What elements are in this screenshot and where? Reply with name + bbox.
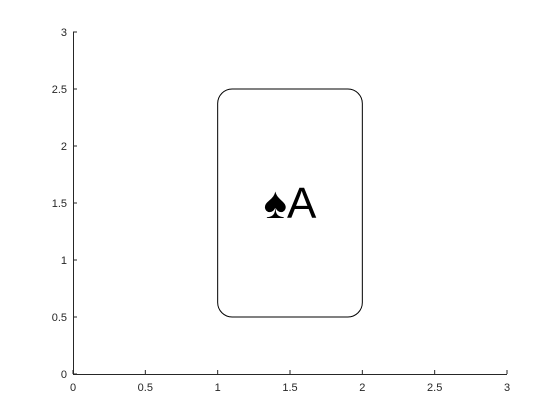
y-tick-label: 0 <box>61 369 67 381</box>
y-tick-label: 0.5 <box>52 312 67 324</box>
y-axis-ticks: 0 0.5 1 1.5 2 2.5 3 <box>52 27 77 381</box>
card-suit-symbol: ♠ <box>264 179 287 228</box>
card-rank: A <box>287 179 317 228</box>
playing-card-outline <box>217 88 363 318</box>
x-tick-label: 2.5 <box>427 382 442 394</box>
x-tick-label: 1 <box>215 382 221 394</box>
x-tick-label: 1.5 <box>282 382 297 394</box>
x-tick-label: 2 <box>359 382 365 394</box>
x-axis-ticks: 0 0.5 1 1.5 2 2.5 3 <box>70 370 510 394</box>
y-tick-label: 1.5 <box>52 198 67 210</box>
x-tick-label: 0 <box>70 382 76 394</box>
x-tick-label: 0.5 <box>138 382 153 394</box>
y-tick-label: 2.5 <box>52 84 67 96</box>
y-tick-label: 2 <box>61 141 67 153</box>
card-label: ♠A <box>264 179 317 228</box>
card-layer: ♠A <box>217 88 363 318</box>
x-tick-label: 3 <box>504 382 510 394</box>
y-tick-label: 1 <box>61 255 67 267</box>
y-tick-label: 3 <box>61 27 67 39</box>
